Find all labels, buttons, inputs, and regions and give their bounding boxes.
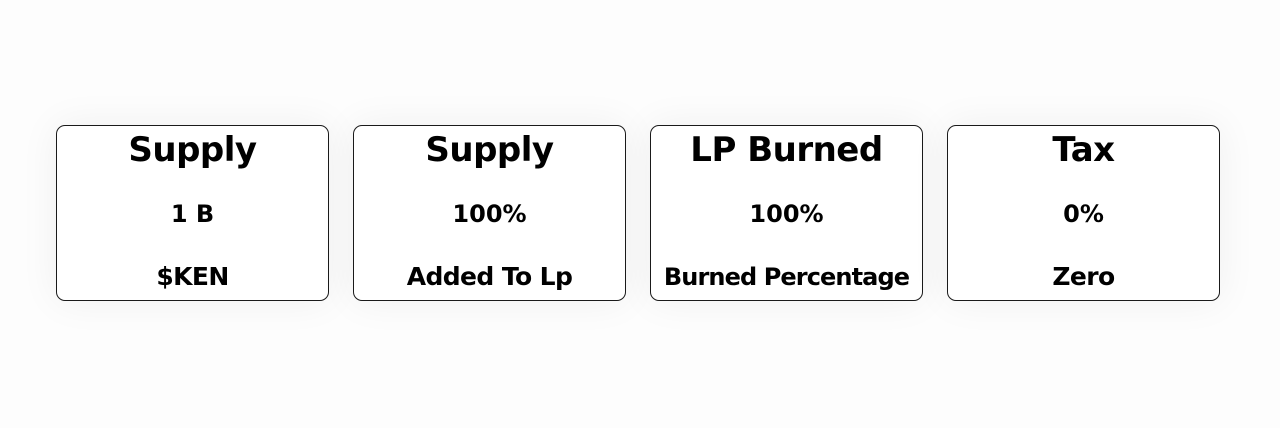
card-value: 1 B <box>170 200 215 228</box>
card-caption: Burned Percentage <box>663 263 910 291</box>
card-title: LP Burned <box>690 130 883 170</box>
card-value: 100% <box>452 200 527 228</box>
card-caption: Zero <box>1052 262 1115 291</box>
card-value: 0% <box>1063 200 1104 228</box>
card-tax: Tax 0% Zero <box>947 125 1220 301</box>
card-title: Supply <box>128 130 257 170</box>
card-lp-burned: LP Burned 100% Burned Percentage <box>650 125 923 301</box>
card-caption: Added To Lp <box>406 262 573 291</box>
card-title: Tax <box>1052 130 1115 170</box>
card-supply-lp: Supply 100% Added To Lp <box>353 125 626 301</box>
card-title: Supply <box>425 130 554 170</box>
stats-cards: Supply 1 B $KEN Supply 100% Added To Lp … <box>56 125 1220 301</box>
card-supply: Supply 1 B $KEN <box>56 125 329 301</box>
card-value: 100% <box>749 200 824 228</box>
card-caption: $KEN <box>156 262 229 291</box>
